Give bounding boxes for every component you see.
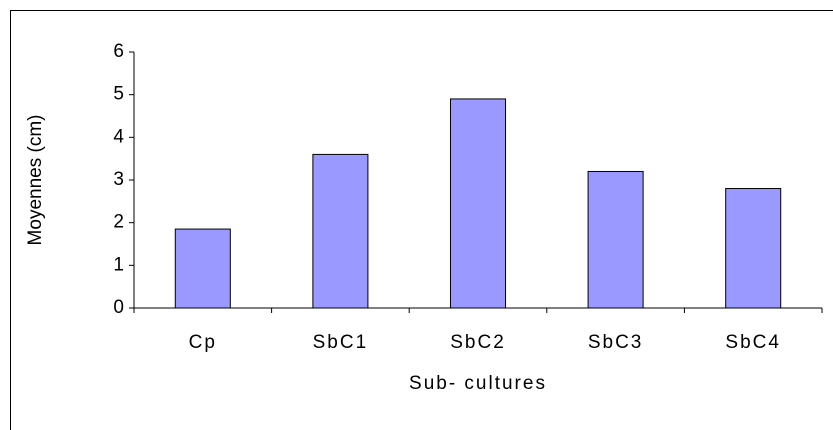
x-tick-label: SbC1 bbox=[313, 332, 369, 353]
y-axis-label: Moyennes (cm) bbox=[25, 115, 46, 246]
x-tick-label: SbC2 bbox=[450, 332, 506, 353]
y-tick-label: 3 bbox=[113, 169, 124, 190]
x-tick-label: SbC4 bbox=[725, 332, 781, 353]
y-tick-label: 2 bbox=[113, 212, 124, 233]
bar bbox=[587, 170, 644, 309]
x-tick-label: Cp bbox=[189, 332, 217, 353]
bar bbox=[312, 153, 369, 309]
y-tick-label: 6 bbox=[113, 41, 124, 62]
x-tick-label: SbC3 bbox=[588, 332, 644, 353]
y-tick-label: 0 bbox=[113, 297, 124, 318]
bar bbox=[725, 188, 782, 309]
y-tick-label: 1 bbox=[113, 254, 124, 275]
y-tick-label: 4 bbox=[113, 126, 124, 147]
bar bbox=[449, 98, 507, 309]
bar bbox=[174, 228, 231, 309]
chart-frame bbox=[10, 10, 833, 430]
x-axis-label: Sub- cultures bbox=[409, 373, 547, 394]
y-tick-label: 5 bbox=[113, 84, 124, 105]
